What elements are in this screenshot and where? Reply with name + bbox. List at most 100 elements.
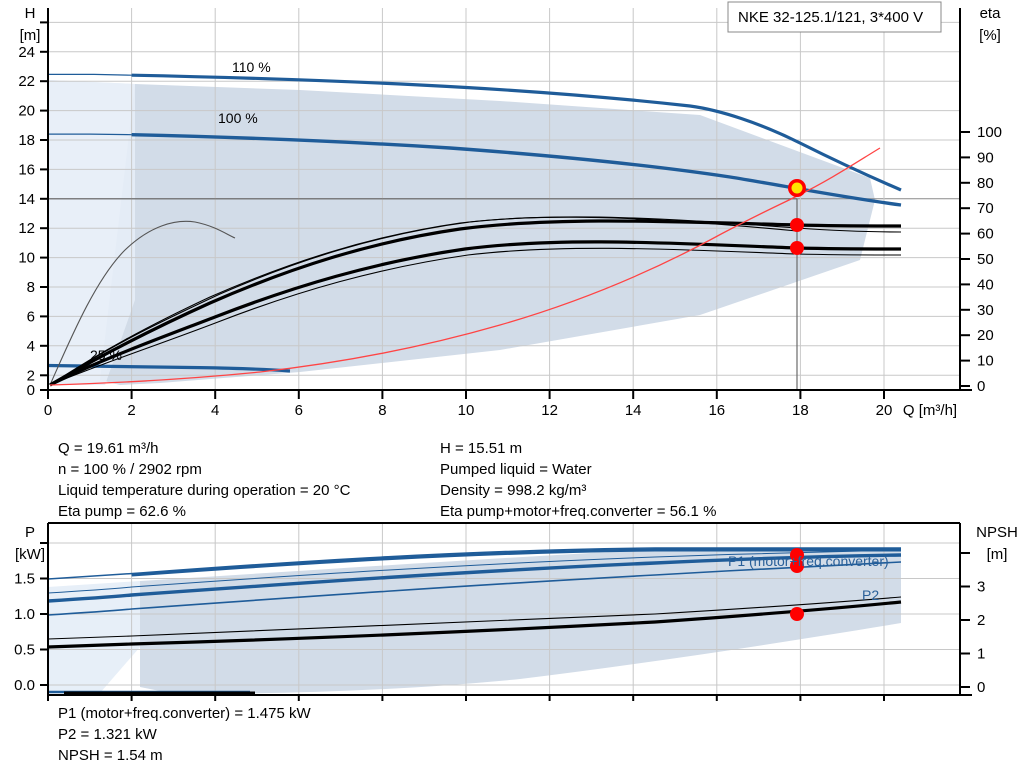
curve-p1-upper-thick bbox=[131, 548, 901, 577]
bottom-right-axis-title-2: [m] bbox=[987, 546, 1008, 563]
bottom-axes bbox=[47, 522, 972, 696]
curve-h100-lowflow bbox=[48, 133, 132, 136]
svg-text:6: 6 bbox=[295, 402, 303, 419]
bottom-right-tick-labels: 0 1 2 3 bbox=[977, 579, 985, 697]
head-eta-chart: 0 2 4 6 8 10 12 14 16 18 20 22 24 0 10 2… bbox=[18, 1, 1002, 419]
svg-text:2: 2 bbox=[27, 367, 35, 384]
curve-h110-lowflow bbox=[48, 73, 132, 76]
svg-text:8: 8 bbox=[27, 279, 35, 296]
legend-p2: P2 bbox=[862, 587, 879, 603]
svg-text:70: 70 bbox=[977, 200, 994, 217]
svg-text:1.0: 1.0 bbox=[14, 606, 35, 623]
svg-text:1.5: 1.5 bbox=[14, 571, 35, 588]
curve-p2-main bbox=[48, 600, 902, 649]
power-npsh-svg: 0.0 0.5 1.0 1.5 0 1 2 3 P [kW] NPSH [m] … bbox=[14, 522, 1018, 701]
bottom-left-tick-labels: 0.0 0.5 1.0 1.5 bbox=[14, 571, 35, 695]
legend-p1: P1 (motor+freq.converter) bbox=[728, 553, 889, 569]
duty-info-density: Density = 998.2 kg/m³ bbox=[440, 482, 587, 499]
duty-info-q: Q = 19.61 m³/h bbox=[58, 440, 159, 457]
bottom-left-axis-title-1: P bbox=[25, 524, 35, 541]
top-right-tick-labels: 0 10 20 30 40 50 60 70 80 90 100 bbox=[977, 124, 1002, 395]
svg-text:40: 40 bbox=[977, 276, 994, 293]
curve-p1-upper bbox=[48, 547, 901, 580]
power-info-p1: P1 (motor+freq.converter) = 1.475 kW bbox=[58, 705, 311, 722]
curve-p1-thin bbox=[48, 549, 902, 594]
top-left-axis-title-2: [m] bbox=[20, 27, 41, 44]
bottom-duty-markers bbox=[790, 548, 804, 621]
head-eta-svg: 0 2 4 6 8 10 12 14 16 18 20 22 24 0 10 2… bbox=[18, 1, 1002, 419]
top-left-axis-title-1: H bbox=[25, 5, 36, 22]
label-speed-100: 100 % bbox=[218, 110, 258, 126]
bottom-curves bbox=[48, 547, 902, 695]
svg-text:8: 8 bbox=[378, 402, 386, 419]
power-info-p2: P2 = 1.321 kW bbox=[58, 726, 157, 743]
power-info: P1 (motor+freq.converter) = 1.475 kW P2 … bbox=[58, 703, 311, 766]
duty-marker-eta-pump bbox=[790, 218, 804, 232]
top-right-axis-title-1: eta bbox=[980, 5, 1002, 22]
svg-text:80: 80 bbox=[977, 175, 994, 192]
svg-text:60: 60 bbox=[977, 226, 994, 243]
bottom-right-ticks bbox=[960, 552, 970, 688]
duty-info-pumped-liquid: Pumped liquid = Water bbox=[440, 461, 592, 478]
svg-text:20: 20 bbox=[977, 327, 994, 344]
duty-marker-head-center bbox=[791, 182, 803, 194]
bottom-left-axis-title-2: [kW] bbox=[15, 546, 45, 563]
duty-marker-p2 bbox=[790, 607, 804, 621]
svg-text:12: 12 bbox=[541, 402, 558, 419]
curve-h110 bbox=[131, 73, 902, 192]
svg-text:30: 30 bbox=[977, 302, 994, 319]
svg-text:4: 4 bbox=[211, 402, 219, 419]
curve-eta-thin-c bbox=[51, 216, 798, 386]
svg-text:18: 18 bbox=[792, 402, 809, 419]
top-left-tick-labels: 0 2 4 6 8 10 12 14 16 18 20 22 24 bbox=[18, 44, 35, 399]
svg-text:2: 2 bbox=[977, 612, 985, 629]
svg-text:10: 10 bbox=[977, 353, 994, 370]
duty-info-h: H = 15.51 m bbox=[440, 440, 523, 457]
svg-text:0.0: 0.0 bbox=[14, 677, 35, 694]
duty-info-n: n = 100 % / 2902 rpm bbox=[58, 461, 202, 478]
bottom-x-ticks bbox=[47, 695, 885, 701]
bottom-gridlines bbox=[48, 523, 960, 695]
top-right-ticks bbox=[960, 131, 970, 387]
svg-text:3: 3 bbox=[977, 579, 985, 596]
duty-info-left: Q = 19.61 m³/h n = 100 % / 2902 rpm Liqu… bbox=[58, 438, 350, 522]
duty-info-liquid-temp: Liquid temperature during operation = 20… bbox=[58, 482, 351, 499]
svg-text:10: 10 bbox=[458, 402, 475, 419]
bottom-left-ticks bbox=[40, 542, 48, 686]
svg-text:100: 100 bbox=[977, 124, 1002, 141]
svg-text:20: 20 bbox=[18, 103, 35, 120]
label-speed-110: 110 % bbox=[232, 59, 271, 75]
svg-text:4: 4 bbox=[27, 338, 35, 355]
svg-text:12: 12 bbox=[18, 220, 35, 237]
svg-text:2: 2 bbox=[127, 402, 135, 419]
power-info-npsh: NPSH = 1.54 m bbox=[58, 747, 163, 764]
label-speed-25: 25 % bbox=[90, 347, 122, 363]
power-npsh-chart: 0.0 0.5 1.0 1.5 0 1 2 3 P [kW] NPSH [m] … bbox=[0, 515, 1024, 705]
svg-text:0: 0 bbox=[44, 402, 52, 419]
svg-text:20: 20 bbox=[876, 402, 893, 419]
top-left-ticks bbox=[40, 21, 48, 391]
duty-info-eta-pump: Eta pump = 62.6 % bbox=[58, 503, 186, 520]
svg-text:0: 0 bbox=[977, 679, 985, 696]
duty-marker-p1-alt bbox=[790, 559, 804, 573]
svg-text:18: 18 bbox=[18, 132, 35, 149]
svg-text:10: 10 bbox=[18, 250, 35, 267]
top-right-axis-title-2: [%] bbox=[979, 27, 1001, 44]
top-duty-markers bbox=[788, 179, 806, 255]
svg-text:90: 90 bbox=[977, 149, 994, 166]
svg-text:14: 14 bbox=[18, 191, 35, 208]
duty-marker-p1 bbox=[790, 548, 804, 562]
top-x-tick-labels: 0 2 4 6 8 10 12 14 16 18 20 bbox=[44, 402, 893, 419]
pump-title-box: NKE 32-125.1/121, 3*400 V bbox=[727, 1, 942, 33]
duty-info-eta-total: Eta pump+motor+freq.converter = 56.1 % bbox=[440, 503, 717, 520]
curve-eta25 bbox=[49, 220, 236, 386]
svg-text:16: 16 bbox=[18, 161, 35, 178]
svg-text:1: 1 bbox=[977, 646, 985, 663]
svg-text:0.5: 0.5 bbox=[14, 642, 35, 659]
svg-text:0: 0 bbox=[977, 378, 985, 395]
curve-p1-main bbox=[48, 553, 902, 603]
curve-eta-thin-b bbox=[49, 247, 902, 386]
top-x-axis-title: Q [m³/h] bbox=[903, 402, 957, 419]
bottom-right-axis-title-1: NPSH bbox=[976, 524, 1018, 541]
svg-text:24: 24 bbox=[18, 44, 35, 61]
